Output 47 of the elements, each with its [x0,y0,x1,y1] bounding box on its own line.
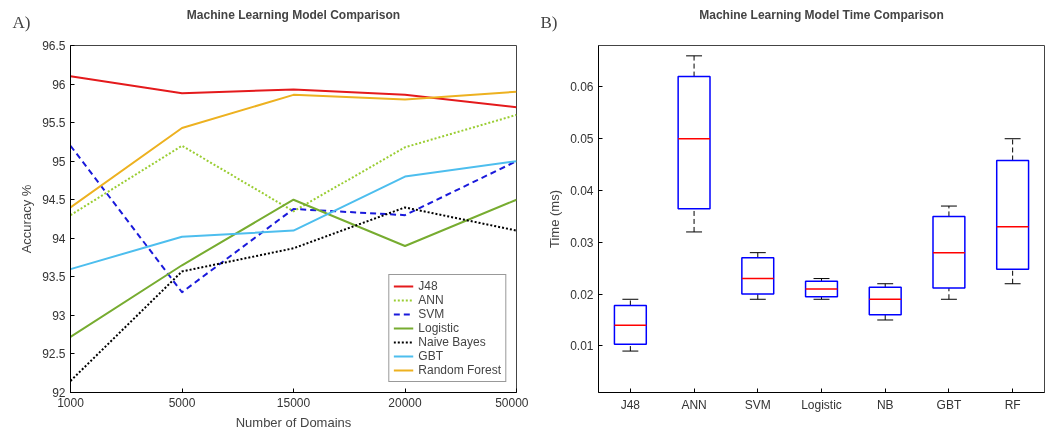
y-axis-title: Accuracy % [19,184,35,254]
y-tick-label: 95.5 [42,116,66,131]
y-tick-label: 0.04 [570,184,594,199]
x-tick-label: SVM [744,397,771,412]
text: A) [12,12,31,32]
y-tick-label: 94.5 [42,193,66,208]
y-tick-label: 96.5 [42,39,66,53]
y-tick-label: 95 [52,154,66,169]
line-series [70,113,517,217]
y-tick-label: 0.02 [570,287,594,302]
x-tick-label: J48 [620,397,641,412]
y-tick-label: 92.5 [42,347,66,362]
x-tick-label: GBT [936,397,962,412]
legend-label: GBT [418,349,443,363]
x-tick-label: ANN [681,397,707,412]
line-series [70,198,517,338]
y-tick-label: 0.06 [570,80,594,95]
legend-label: Logistic [418,321,459,335]
y-tick-label: 0.03 [570,235,594,250]
legend-label: Random Forest [418,363,501,377]
x-axis-title: Number of Domains [235,414,352,430]
y-tick-label: 0.05 [570,132,594,147]
legend-label: ANN [418,293,444,307]
y-tick-label: 96 [52,77,66,92]
x-tick-label: Logistic [801,397,842,412]
x-tick-label: 20000 [388,395,423,410]
line-series [70,160,517,271]
y-axis-title: Time (ms) [547,189,563,248]
x-tick-label: 50000 [495,395,529,410]
y-tick-label: 92 [52,386,66,400]
x-tick-label: NB [876,397,894,412]
y-tick-label: 0.01 [570,339,594,354]
text: B) [540,12,558,32]
x-tick-label: RF [1004,397,1021,412]
y-tick-label: 94 [52,231,66,246]
y-tick-label: 93 [52,308,66,323]
legend-label: J48 [418,279,439,293]
x-tick-label: 5000 [168,395,196,410]
legend-label: SVM [418,307,445,321]
chart-title: Machine Learning Model Time Comparison [699,7,944,22]
line-series [70,90,517,209]
y-tick-label: 93.5 [42,270,66,285]
x-tick-label: 15000 [276,395,311,410]
legend-label: Naive Bayes [418,335,486,349]
chart-title: Machine Learning Model Comparison [186,7,401,22]
line-series [70,75,517,109]
line-series [70,144,517,294]
